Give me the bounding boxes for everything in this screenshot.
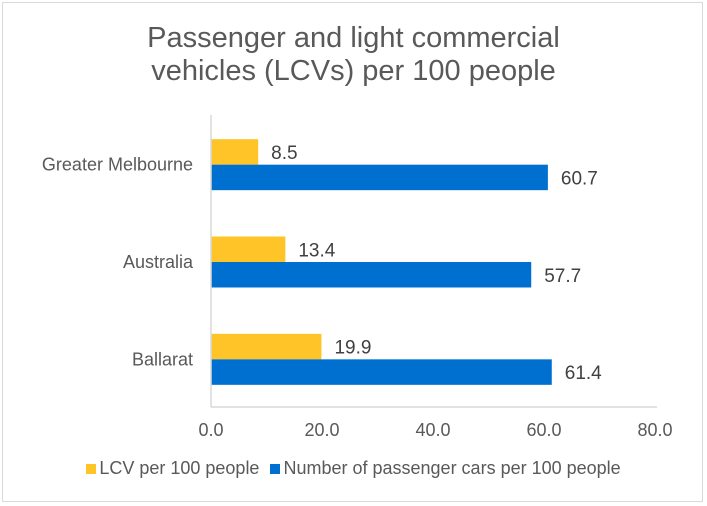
data-label: 57.7 [544, 266, 581, 287]
bar-lcv [211, 333, 322, 360]
x-tick-label: 20.0 [304, 420, 339, 440]
legend-swatch-lcv [86, 464, 97, 474]
x-tick-label: 80.0 [637, 420, 672, 440]
chart-title-line-1: Passenger and light commercial [147, 22, 560, 54]
x-tick-label: 40.0 [415, 420, 450, 440]
category-label: Australia [123, 252, 194, 272]
category-label: Ballarat [132, 349, 193, 369]
x-tick-label: 60.0 [526, 420, 561, 440]
bar-passenger-cars [211, 164, 548, 191]
data-label: 60.7 [561, 168, 598, 189]
data-label: 13.4 [298, 240, 335, 261]
category-label: Greater Melbourne [42, 155, 193, 175]
legend-swatch-passenger-cars [270, 464, 281, 474]
legend-label-lcv: LCV per 100 people [99, 458, 260, 478]
chart-frame [2, 2, 703, 502]
chart-title-line-2: vehicles (LCVs) per 100 people [151, 55, 556, 87]
legend: LCV per 100 people Number of passenger c… [0, 458, 707, 479]
bar-lcv [211, 236, 286, 262]
bar-lcv [211, 139, 259, 165]
bar-passenger-cars [211, 359, 552, 385]
legend-label-passenger-cars: Number of passenger cars per 100 people [283, 458, 621, 478]
bar-passenger-cars [211, 262, 532, 288]
legend-item-passenger-cars: Number of passenger cars per 100 people [270, 458, 621, 478]
data-label: 8.5 [271, 143, 297, 164]
data-label: 19.9 [334, 338, 371, 359]
data-label: 61.4 [565, 363, 602, 384]
x-tick-label: 0.0 [198, 420, 223, 440]
legend-item-lcv: LCV per 100 people [86, 458, 259, 478]
